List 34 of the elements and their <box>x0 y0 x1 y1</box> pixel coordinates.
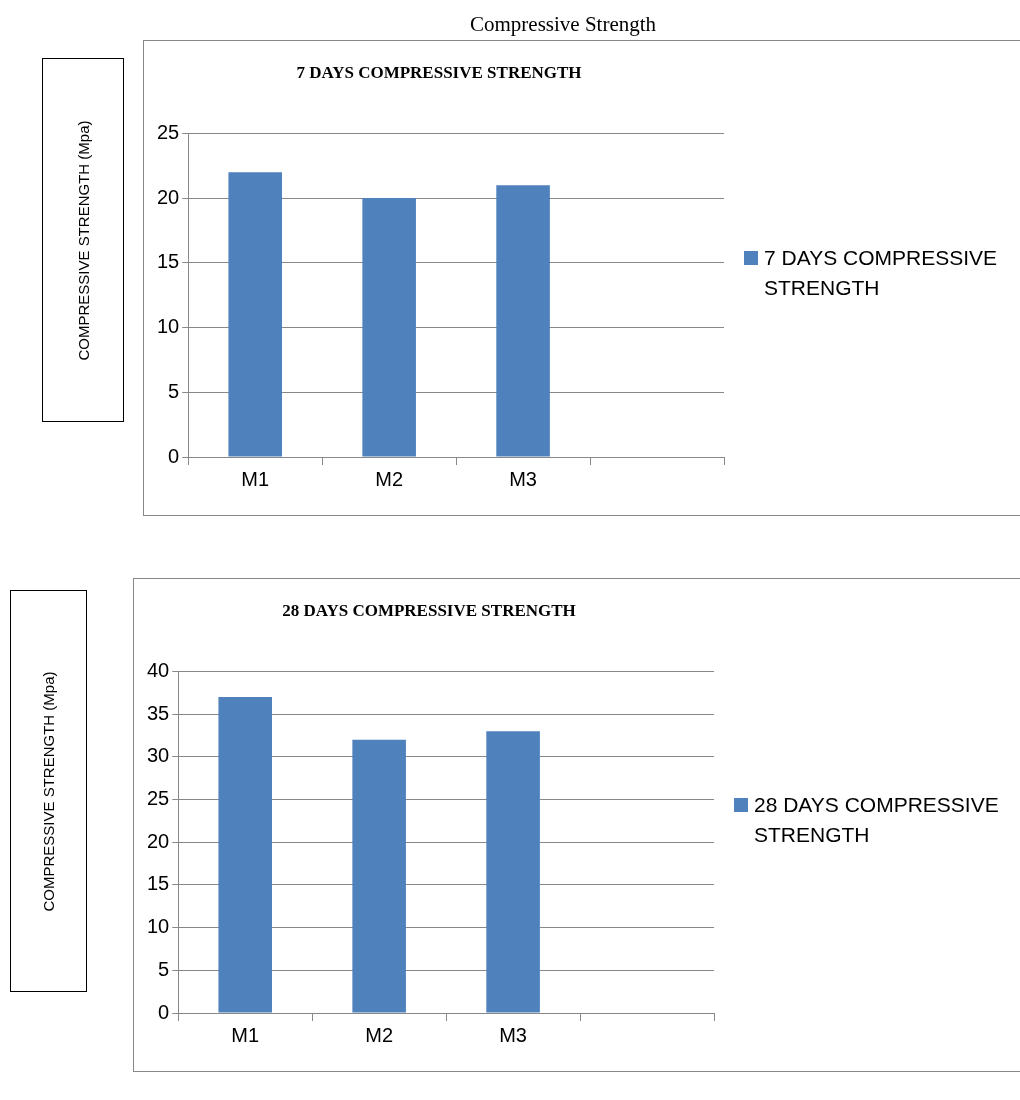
x-tick-label: M1 <box>241 467 270 490</box>
chart-title: 28 DAYS COMPRESSIVE STRENGTH <box>282 600 576 620</box>
y-tick-label: 0 <box>158 1000 170 1023</box>
y-tick-label: 30 <box>147 744 170 767</box>
y-tick-label: 15 <box>157 250 180 273</box>
legend-label: 28 DAYS COMPRESSIVE STRENGTH <box>754 792 1000 848</box>
y-tick-label: 10 <box>157 315 180 338</box>
y-tick-label: 0 <box>168 444 180 467</box>
bar <box>486 731 540 1013</box>
x-tick-label: M3 <box>509 467 537 490</box>
y-axis-title: COMPRESSIVE STRENGTH (Mpa) <box>40 670 57 912</box>
y-tick-label: 25 <box>157 120 180 143</box>
x-tick-label: M3 <box>499 1023 527 1046</box>
y-tick-label: 25 <box>147 787 170 810</box>
y-tick-label: 10 <box>147 915 170 938</box>
bar <box>362 198 416 457</box>
bar <box>218 697 272 1013</box>
x-tick-label: M2 <box>375 467 404 490</box>
y-tick-label: 35 <box>147 701 170 724</box>
x-tick-label: M2 <box>365 1023 394 1046</box>
y-tick-label: 5 <box>168 379 180 402</box>
y-axis-title: COMPRESSIVE STRENGTH (Mpa) <box>74 119 92 361</box>
chart-title: 7 DAYS COMPRESSIVE STRENGTH <box>296 62 582 82</box>
y-tick-label: 15 <box>147 872 170 895</box>
x-tick-label: M1 <box>231 1023 260 1046</box>
bar <box>228 172 282 457</box>
bar <box>496 185 550 457</box>
bar <box>352 739 406 1013</box>
legend-label: 7 DAYS COMPRESSIVE STRENGTH <box>764 245 998 301</box>
y-tick-label: 5 <box>158 957 170 980</box>
y-tick-label: 20 <box>157 185 180 208</box>
y-tick-label: 40 <box>147 658 170 681</box>
y-tick-label: 20 <box>147 829 170 852</box>
text: Compressive Strength <box>470 12 657 37</box>
